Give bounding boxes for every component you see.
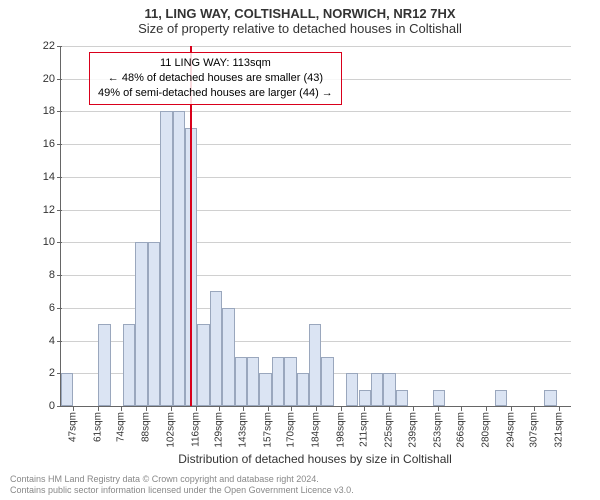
x-tick-label: 239sqm <box>408 406 419 448</box>
y-tick-label: 12 <box>33 204 61 216</box>
histogram-bar <box>197 324 209 406</box>
histogram-bar <box>321 357 333 406</box>
histogram-bar <box>210 291 222 406</box>
x-tick-label: 280sqm <box>481 406 492 448</box>
x-tick-label: 102sqm <box>165 406 176 448</box>
histogram-bar <box>235 357 247 406</box>
histogram-bar <box>247 357 259 406</box>
histogram-bar <box>383 373 395 406</box>
y-tick-label: 20 <box>33 73 61 85</box>
histogram-bar <box>160 111 172 406</box>
x-tick-label: 184sqm <box>311 406 322 448</box>
gridline <box>61 177 571 178</box>
histogram-bar <box>148 242 160 406</box>
y-tick-label: 18 <box>33 105 61 117</box>
histogram-bar <box>173 111 185 406</box>
x-tick-label: 321sqm <box>553 406 564 448</box>
x-axis-label: Distribution of detached houses by size … <box>60 452 570 466</box>
x-tick-label: 294sqm <box>505 406 516 448</box>
x-tick-label: 307sqm <box>528 406 539 448</box>
histogram-bar <box>309 324 321 406</box>
histogram-bar <box>495 390 507 406</box>
histogram-bar <box>98 324 110 406</box>
histogram-bar <box>222 308 234 406</box>
x-tick-label: 225sqm <box>383 406 394 448</box>
histogram-bar <box>272 357 284 406</box>
y-tick-label: 10 <box>33 236 61 248</box>
histogram-bar <box>359 390 371 406</box>
histogram-bar <box>259 373 271 406</box>
histogram-chart: 024681012141618202247sqm61sqm74sqm88sqm1… <box>60 46 571 407</box>
x-tick-label: 129sqm <box>213 406 224 448</box>
gridline <box>61 144 571 145</box>
footer-line-1: Contains HM Land Registry data © Crown c… <box>10 474 354 485</box>
x-tick-label: 157sqm <box>263 406 274 448</box>
x-tick-label: 211sqm <box>358 406 369 447</box>
x-tick-label: 143sqm <box>238 406 249 448</box>
y-tick-label: 8 <box>33 269 61 281</box>
footer-attribution: Contains HM Land Registry data © Crown c… <box>10 474 354 496</box>
gridline <box>61 46 571 47</box>
info-box: 11 LING WAY: 113sqm← 48% of detached hou… <box>89 52 342 105</box>
info-box-line-2: ← 48% of detached houses are smaller (43… <box>98 71 333 86</box>
x-tick-label: 74sqm <box>116 406 127 442</box>
page-title: 11, LING WAY, COLTISHALL, NORWICH, NR12 … <box>0 0 600 21</box>
y-tick-label: 22 <box>33 40 61 52</box>
x-tick-label: 47sqm <box>68 406 79 442</box>
histogram-bar <box>61 373 73 406</box>
gridline <box>61 210 571 211</box>
y-tick-label: 6 <box>33 302 61 314</box>
x-tick-label: 253sqm <box>433 406 444 448</box>
y-tick-label: 2 <box>33 367 61 379</box>
y-tick-label: 14 <box>33 171 61 183</box>
x-tick-label: 266sqm <box>456 406 467 448</box>
x-tick-label: 116sqm <box>190 406 201 447</box>
info-box-line-3: 49% of semi-detached houses are larger (… <box>98 86 333 101</box>
x-tick-label: 61sqm <box>93 406 104 442</box>
page-subtitle: Size of property relative to detached ho… <box>0 21 600 38</box>
x-tick-label: 170sqm <box>286 406 297 448</box>
y-tick-label: 4 <box>33 335 61 347</box>
histogram-bar <box>544 390 556 406</box>
y-tick-label: 16 <box>33 138 61 150</box>
x-tick-label: 198sqm <box>335 406 346 448</box>
histogram-bar <box>346 373 358 406</box>
y-tick-label: 0 <box>33 400 61 412</box>
histogram-bar <box>284 357 296 406</box>
histogram-bar <box>371 373 383 406</box>
footer-line-2: Contains public sector information licen… <box>10 485 354 496</box>
histogram-bar <box>297 373 309 406</box>
info-box-line-1: 11 LING WAY: 113sqm <box>98 56 333 71</box>
histogram-bar <box>433 390 445 406</box>
gridline <box>61 111 571 112</box>
histogram-bar <box>135 242 147 406</box>
x-tick-label: 88sqm <box>141 406 152 442</box>
histogram-bar <box>396 390 408 406</box>
histogram-bar <box>123 324 135 406</box>
